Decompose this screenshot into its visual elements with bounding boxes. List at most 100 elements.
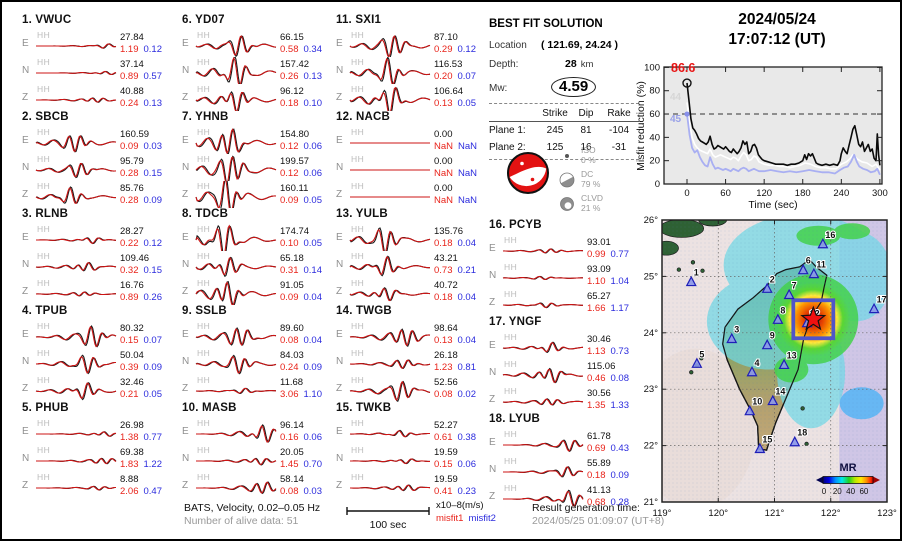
misfit1-value: 3.06 [280,388,299,400]
amplitude-value: 27.84 [120,32,144,43]
trace-row: Z HH 30.56 1.35 1.33 [489,386,641,413]
trace-values: 26.98 1.38 0.77 [117,418,162,445]
trace-values: 109.46 0.32 0.15 [117,251,162,278]
channel-label: HH [351,321,365,331]
misfit2-value: 0.04 [303,291,323,303]
misfit2-value: NaN [458,167,478,179]
channel-label: HH [197,181,211,191]
channel-label: HH [37,375,51,385]
waveform: HH [195,54,277,87]
trace-values: 16.76 0.89 0.26 [117,278,162,305]
channel-label: HH [504,456,518,466]
trace-values: 32.46 0.21 0.05 [117,375,162,402]
location-value: ( 121.69, 24.24 ) [541,39,619,51]
trace-row: N HH 37.14 0.89 0.57 [22,57,174,84]
svg-text:9: 9 [770,331,775,341]
channel-label: HH [37,84,51,94]
station-header: 18. LYUB [489,413,541,425]
misfit2-value: 1.22 [143,458,163,470]
misfit2-value: 0.81 [457,361,477,373]
amplitude-value: 32.46 [120,377,144,388]
trace-row: Z HH 91.05 0.09 0.04 [182,278,334,307]
trace-values: 69.38 1.83 1.22 [117,445,162,472]
event-time: 17:07:12 (UT) [728,31,826,48]
waveform-plot [35,186,116,205]
trace-values: 52.56 0.08 0.02 [431,375,476,402]
component-label: Z [182,480,189,491]
component-label: Z [182,189,189,200]
trace-row: E HH 52.27 0.61 0.38 [336,418,488,445]
misfit-values: 0.69 0.43 [587,443,629,455]
dc-icon [559,172,575,187]
channel-label: HH [37,445,51,455]
channel-label: HH [351,375,365,385]
svg-text:6: 6 [806,256,811,266]
waveform-plot [36,97,117,103]
trace-values: 93.09 1.10 1.04 [584,262,629,289]
channel-label: HH [37,418,51,428]
channel-label: HH [37,127,51,137]
misfit1-value: 0.24 [280,361,299,373]
waveform-plot [35,325,117,348]
trace-row: N HH 95.79 0.28 0.15 [22,154,174,181]
channel-label: HH [351,472,365,482]
waveform: HH [35,375,117,402]
component-label: E [22,135,29,146]
amplitude-value: 50.04 [120,350,144,361]
svg-text:11: 11 [816,260,826,270]
trace-row: Z HH 96.12 0.18 0.10 [182,84,334,115]
misfit1-value: 0.29 [434,43,453,55]
dc-pct: 79 % [581,178,601,189]
channel-label: HH [351,418,365,428]
misfit-values: 0.26 0.13 [280,71,322,83]
channel-label: HH [351,84,365,94]
misfit2-value: 0.34 [303,43,323,55]
amplitude-value: 55.89 [587,458,611,469]
channel-label: HH [37,224,51,234]
waveform-plot [195,256,277,278]
waveform-column-4: 16. PCYB E HH 93.01 0.99 0.77 N HH 93.09 1.10 1.04… [489,219,641,510]
svg-text:45: 45 [670,114,682,125]
misfit1-value: 0.28 [120,194,139,206]
misfit1-value: 0.21 [120,388,139,400]
waveform-plot [350,169,430,171]
trace-row: E HH 154.80 0.12 0.06 [182,127,334,156]
component-label: Z [336,92,343,103]
waveform: HH [349,472,431,499]
misfit-values: 0.13 0.05 [434,98,476,110]
trace-values: 199.57 0.12 0.06 [277,154,322,181]
map-station-triangle-16 [817,237,829,249]
trace-row: Z HH 16.76 0.89 0.26 [22,278,174,305]
waveform-plot [349,429,430,438]
waveform: HH [502,359,584,386]
misfit2-value: 0.07 [457,70,477,82]
waveform: HH [195,30,277,58]
component-label: E [182,232,189,243]
misfit-values: 0.20 0.07 [434,71,476,83]
trace-row: E HH 87.10 0.29 0.12 [336,30,488,59]
channel-label: HH [37,348,51,358]
waveform-plot [503,439,584,453]
waveform-plot [35,135,117,153]
iso-icon [565,153,569,158]
trace-values: 20.05 1.45 0.70 [277,445,322,472]
misfit2-value: 0.12 [143,237,163,249]
component-label: Z [22,92,29,103]
iso-legend-item: ISO 0 % [559,145,649,165]
waveform-plot [195,35,277,58]
amplitude-value: 109.46 [120,253,150,264]
component-label: E [489,437,496,448]
trace-values: 85.76 0.28 0.09 [117,181,162,208]
amplitude-value: 93.01 [587,237,611,248]
station-block-NACB: 12. NACB E HH 0.00 NaN NaN N HH 0.00 NaN NaN Z HH 0.0… [336,111,488,208]
station-block-SXI1: 11. SXI1 E HH 87.10 0.29 0.12 N HH 116.53 0.20 0.0… [336,14,488,117]
misfit1-value: 0.09 [280,194,299,206]
trace-values: 80.32 0.15 0.07 [117,321,162,348]
channel-label: HH [37,278,51,288]
trace-values: 58.14 0.08 0.03 [277,472,322,499]
component-label: E [22,38,29,49]
svg-text:300: 300 [872,188,888,199]
component-label: E [182,329,189,340]
misfit-values: 0.08 0.04 [280,335,322,347]
waveform-plot [196,457,277,466]
